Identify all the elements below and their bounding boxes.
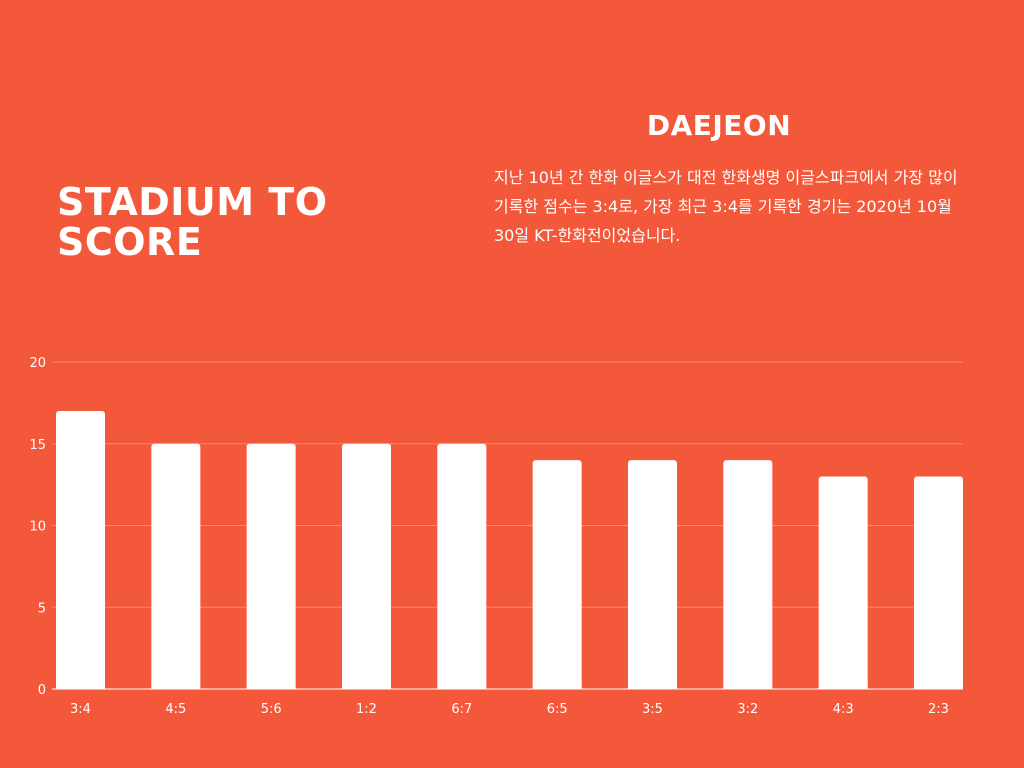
bar-base xyxy=(818,685,868,689)
bar-base xyxy=(151,685,201,689)
x-tick-label: 3:5 xyxy=(642,702,663,717)
label-layer: 0 5 10 15 20 3:4 4:5 5:6 1:2 6:7 6:5 3:5 3:2 4:3 2:3 xyxy=(29,356,949,717)
bar-base xyxy=(532,685,582,689)
bar xyxy=(818,476,868,689)
x-tick-label: 5:6 xyxy=(261,702,282,717)
x-tick-label: 2:3 xyxy=(928,702,949,717)
bar xyxy=(437,443,487,689)
description-text: 지난 10년 간 한화 이글스가 대전 한화생명 이글스파크에서 가장 많이 기… xyxy=(494,168,958,245)
x-tick-label: 4:3 xyxy=(833,702,854,717)
city-title: DAEJEON xyxy=(646,109,792,142)
page-title: STADIUM TO SCORE xyxy=(57,180,328,264)
bar xyxy=(56,411,105,689)
y-tick-label: 10 xyxy=(29,520,46,535)
bar-base xyxy=(723,685,773,689)
bar xyxy=(914,476,963,689)
bar-base xyxy=(342,685,391,689)
bar xyxy=(342,443,391,689)
x-tick-label: 3:4 xyxy=(70,702,91,717)
bar xyxy=(628,460,677,689)
bar-chart: 0 5 10 15 20 3:4 4:5 5:6 1:2 6:7 6:5 3:5 3:2 4:3 2:3 xyxy=(29,356,963,717)
bar-base xyxy=(628,685,677,689)
x-tick-label: 1:2 xyxy=(356,702,377,717)
bar-base xyxy=(246,685,296,689)
x-tick-label: 6:7 xyxy=(451,702,472,717)
bar-base xyxy=(56,685,105,689)
y-tick-label: 0 xyxy=(38,683,46,698)
x-tick-label: 3:2 xyxy=(737,702,758,717)
y-tick-label: 20 xyxy=(29,356,46,371)
bar-base xyxy=(914,685,963,689)
bar xyxy=(246,443,296,689)
bar-layer xyxy=(56,411,963,689)
bar xyxy=(151,443,201,689)
bar xyxy=(723,460,773,689)
bar-base xyxy=(437,685,487,689)
grid-layer xyxy=(52,361,963,690)
y-tick-label: 5 xyxy=(38,601,46,616)
bar xyxy=(532,460,582,689)
x-tick-label: 6:5 xyxy=(547,702,568,717)
x-tick-label: 4:5 xyxy=(165,702,186,717)
y-tick-label: 15 xyxy=(29,438,46,453)
